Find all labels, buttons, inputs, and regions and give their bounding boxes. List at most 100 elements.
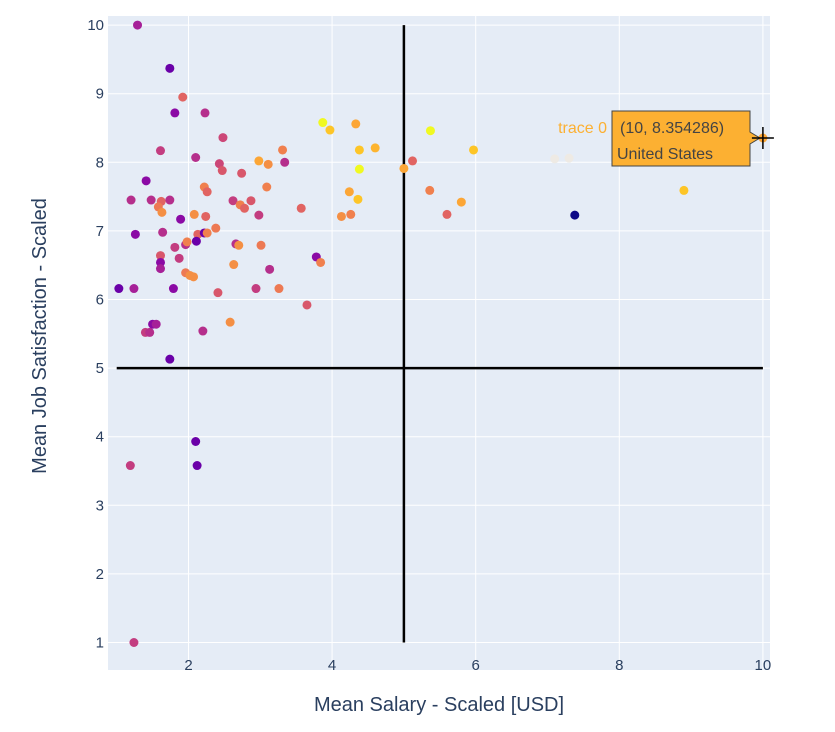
x-tick-labels: 2 4 6 8 10 (184, 657, 771, 674)
data-point[interactable] (141, 176, 151, 186)
data-point[interactable] (218, 133, 228, 143)
data-point[interactable] (191, 236, 201, 246)
data-point[interactable] (165, 63, 175, 73)
data-point[interactable] (157, 207, 167, 217)
data-point[interactable] (189, 272, 199, 282)
data-point[interactable] (370, 143, 380, 153)
data-point[interactable] (168, 284, 178, 294)
data-point[interactable] (174, 253, 184, 263)
data-point[interactable] (251, 284, 261, 294)
y-tick-label: 3 (96, 497, 104, 514)
data-point[interactable] (133, 20, 143, 30)
data-point[interactable] (254, 156, 264, 166)
data-point[interactable] (228, 196, 238, 206)
data-point[interactable] (679, 185, 689, 195)
data-point[interactable] (165, 195, 175, 205)
data-point[interactable] (129, 638, 139, 647)
data-point[interactable] (151, 319, 161, 329)
data-point[interactable] (129, 284, 139, 294)
data-point[interactable] (256, 240, 266, 250)
data-point[interactable] (182, 237, 192, 247)
data-point[interactable] (165, 354, 175, 364)
data-point[interactable] (191, 152, 201, 162)
data-point[interactable] (198, 326, 208, 336)
data-point[interactable] (316, 257, 326, 267)
data-point[interactable] (214, 159, 224, 169)
y-tick-label: 5 (96, 360, 104, 377)
data-point[interactable] (125, 461, 135, 471)
data-point[interactable] (202, 187, 212, 197)
data-point[interactable] (229, 260, 239, 270)
data-point[interactable] (442, 209, 452, 219)
data-point[interactable] (170, 108, 180, 118)
data-point[interactable] (155, 264, 165, 274)
data-point[interactable] (246, 196, 256, 206)
x-tick-label: 6 (472, 657, 480, 674)
data-point[interactable] (213, 288, 223, 298)
data-point[interactable] (155, 251, 165, 261)
data-point[interactable] (456, 197, 466, 207)
data-point[interactable] (336, 211, 346, 221)
data-point[interactable] (114, 284, 124, 294)
data-point[interactable] (191, 437, 201, 447)
data-point[interactable] (346, 209, 356, 219)
data-point[interactable] (126, 195, 136, 205)
y-tick-label: 1 (96, 635, 104, 652)
y-tick-label: 2 (96, 566, 104, 583)
data-point[interactable] (262, 182, 272, 192)
data-point[interactable] (296, 203, 306, 213)
data-point[interactable] (318, 118, 328, 128)
data-point[interactable] (189, 209, 199, 219)
data-point[interactable] (202, 228, 212, 238)
data-point[interactable] (192, 461, 202, 471)
data-point[interactable] (237, 168, 247, 178)
data-point[interactable] (217, 166, 227, 176)
data-point[interactable] (200, 108, 210, 118)
data-point[interactable] (425, 185, 435, 195)
data-points[interactable] (114, 20, 768, 647)
data-point[interactable] (354, 164, 364, 174)
data-point[interactable] (278, 145, 288, 155)
x-tick-label: 2 (184, 657, 192, 674)
hover-label: United States (617, 146, 713, 163)
data-point[interactable] (408, 156, 418, 166)
data-point[interactable] (399, 163, 409, 173)
data-point[interactable] (146, 195, 156, 205)
data-point[interactable] (240, 203, 250, 213)
data-point[interactable] (170, 242, 180, 252)
data-point[interactable] (234, 240, 244, 250)
data-point[interactable] (254, 210, 264, 220)
hover-box (611, 110, 761, 167)
data-point[interactable] (130, 229, 140, 239)
hover-tooltip: (10, 8.354286) United States trace 0 (558, 110, 774, 167)
data-point[interactable] (425, 126, 435, 136)
data-point[interactable] (201, 211, 211, 221)
data-point[interactable] (158, 227, 168, 237)
y-tick-label: 4 (96, 429, 104, 446)
data-point[interactable] (211, 223, 221, 233)
data-point[interactable] (178, 92, 188, 102)
data-point[interactable] (570, 210, 580, 220)
data-point[interactable] (155, 146, 165, 156)
data-point[interactable] (263, 159, 273, 169)
data-point[interactable] (145, 327, 155, 337)
data-point[interactable] (550, 154, 560, 164)
data-point[interactable] (353, 194, 363, 204)
data-point[interactable] (351, 119, 361, 129)
y-tick-labels: 1 2 3 4 5 6 7 8 9 10 (87, 17, 104, 651)
data-point[interactable] (469, 145, 479, 155)
y-tick-label: 7 (96, 223, 104, 240)
data-point[interactable] (176, 214, 186, 224)
x-tick-label: 4 (328, 657, 336, 674)
data-point[interactable] (354, 145, 364, 155)
data-point[interactable] (265, 264, 275, 274)
data-point[interactable] (344, 187, 354, 197)
data-point[interactable] (564, 153, 574, 163)
data-point[interactable] (302, 300, 312, 310)
data-point[interactable] (280, 157, 290, 167)
data-point[interactable] (155, 257, 165, 267)
data-point[interactable] (274, 284, 284, 294)
data-point[interactable] (325, 125, 335, 135)
x-tick-label: 8 (615, 657, 623, 674)
data-point[interactable] (225, 317, 235, 327)
